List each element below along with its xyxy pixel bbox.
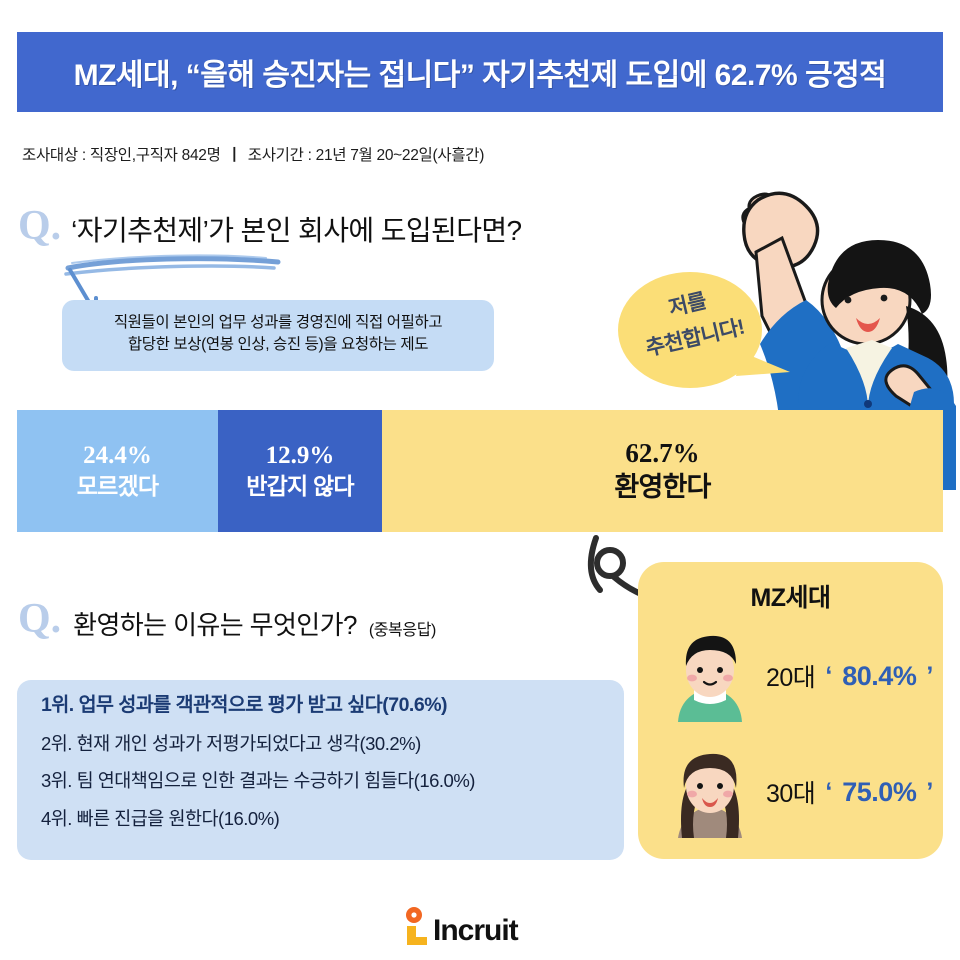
definition-line-2: 합당한 보상(연봉 인상, 승진 등)을 요청하는 제도 (127, 336, 429, 354)
incruit-logo-text: Incruit (433, 914, 519, 947)
definition-line-1: 직원들이 본인의 업무 성과를 경영진에 직접 어필하고 (113, 314, 443, 331)
bar-segment-positive: 62.7% 환영한다 (382, 410, 943, 532)
survey-meta: 조사대상 : 직장인,구직자 842명 丨 조사기간 : 21년 7월 20~22일… (22, 143, 484, 165)
mz-quote-open-20s: ‘ (825, 661, 833, 690)
survey-period: 조사기간 : 21년 7월 20~22일(사흘간) (247, 147, 485, 164)
reasons-list: 1위. 업무 성과를 객관적으로 평가 받고 싶다(70.6%) 2위. 현재 … (17, 680, 624, 860)
mz-row-30s: 30대 ‘ 75.0% ’ (664, 744, 933, 840)
list-item: 2위. 현재 개인 성과가 저평가되었다고 생각(30.2%) (41, 732, 421, 754)
bar-segment-dontknow: 24.4% 모르겠다 (17, 410, 218, 532)
question-2-text: 환영하는 이유는 무엇인가? (73, 610, 357, 640)
question-2: Q. 환영하는 이유는 무엇인가? (중복응답) (18, 598, 436, 640)
mz-quote-close-30s: ’ (926, 777, 934, 806)
young-woman-avatar-icon (678, 753, 742, 838)
question-1: Q. ‘자기추천제’가 본인 회사에 도입된다면? (18, 205, 522, 247)
survey-target: 조사대상 : 직장인,구직자 842명 (22, 147, 221, 164)
mz-value-30s: 75.0% (842, 776, 917, 807)
bar-segment-negative-label: 반갑지 않다 (246, 472, 354, 499)
bar-segment-dontknow-label: 모르겠다 (76, 472, 159, 499)
definition-callout: 직원들이 본인의 업무 성과를 경영진에 직접 어필하고 합당한 보상(연봉 인… (62, 300, 494, 371)
question-2-note: (중복응답) (368, 622, 437, 639)
mz-card-title: MZ세대 (750, 584, 831, 612)
header-bar: MZ세대, “올해 승진자는 접니다” 자기추천제 도입에 62.7% 긍정적 (17, 32, 943, 112)
speech-bubble-text: 저를 추천합니다! (623, 275, 758, 365)
list-item: 4위. 빠른 진급을 원한다(16.0%) (41, 807, 280, 829)
mz-quote-close-20s: ’ (926, 661, 934, 690)
question-marker-icon: Q. (18, 203, 62, 249)
bar-segment-negative-percent: 12.9% (265, 442, 335, 470)
list-item: 3위. 팀 연대책임으로 인한 결과는 수긍하기 힘들다(16.0%) (41, 770, 475, 791)
incruit-logo[interactable]: Incruit (404, 906, 519, 947)
mz-generation-card: MZ세대 20대 ‘ 80.4% ’ (638, 562, 943, 859)
young-man-avatar-icon (678, 635, 742, 722)
meta-separator: 丨 (226, 147, 243, 164)
incruit-mark-icon (406, 907, 427, 945)
mz-row-20s: 20대 ‘ 80.4% ’ (664, 628, 933, 724)
stacked-bar-chart: 24.4% 모르겠다 12.9% 반갑지 않다 62.7% 환영한다 (17, 410, 943, 532)
bar-segment-positive-label: 환영한다 (614, 472, 711, 503)
list-item: 1위. 업무 성과를 객관적으로 평가 받고 싶다(70.6%) (41, 694, 448, 716)
question-1-text: ‘자기추천제’가 본인 회사에 도입된다면? (71, 215, 522, 246)
bar-segment-positive-percent: 62.7% (625, 437, 700, 468)
page-title: MZ세대, “올해 승진자는 접니다” 자기추천제 도입에 62.7% 긍정적 (73, 59, 887, 92)
mz-value-20s: 80.4% (842, 660, 917, 691)
mz-age-30s: 30대 (766, 780, 816, 808)
mz-quote-open-30s: ‘ (825, 777, 833, 806)
mz-age-20s: 20대 (766, 664, 816, 692)
bar-segment-dontknow-percent: 24.4% (83, 442, 152, 470)
question-marker-icon-2: Q. (18, 596, 62, 642)
bar-segment-negative: 12.9% 반갑지 않다 (218, 410, 382, 532)
